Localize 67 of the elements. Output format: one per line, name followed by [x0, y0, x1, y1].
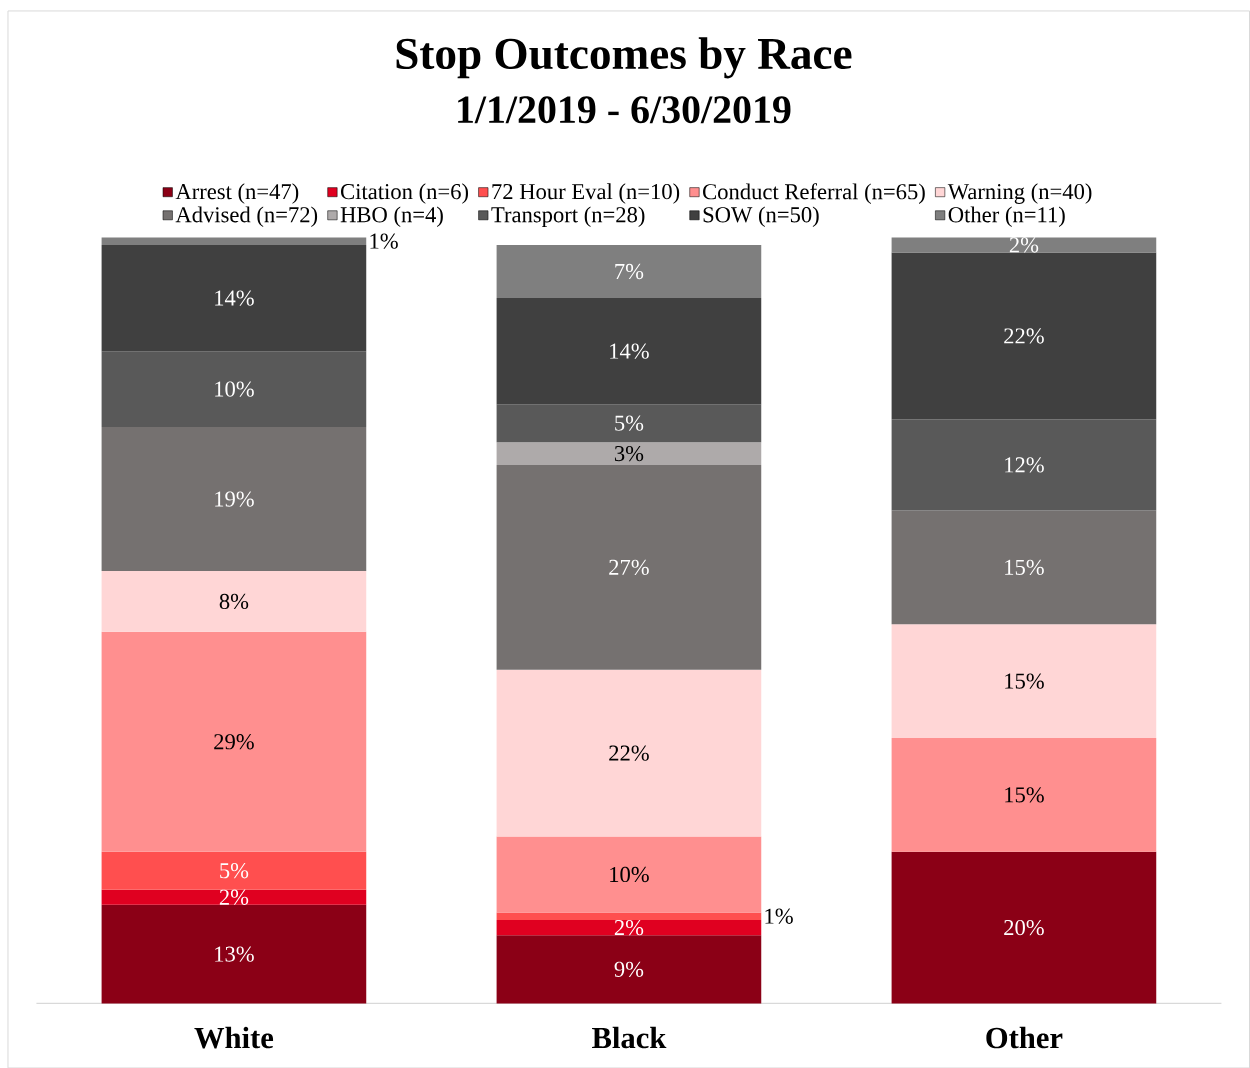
bar	[101, 889, 367, 905]
bar	[101, 570, 367, 632]
bar	[891, 419, 1157, 511]
data-label: 29%	[214, 733, 254, 750]
legend-label: Advised (n=72)	[175, 206, 318, 227]
data-label: 22%	[609, 745, 649, 761]
bar	[891, 510, 1157, 624]
data-label: 8%	[219, 593, 249, 609]
bar	[101, 851, 367, 890]
data-label: 27%	[609, 559, 649, 575]
bar	[496, 934, 762, 1004]
legend-label: 72 Hour Eval (n=10)	[492, 183, 680, 204]
legend-label: Other (n=11)	[948, 206, 1065, 227]
bar	[496, 244, 762, 298]
legend-label: Conduct Referral (n=65)	[703, 183, 925, 204]
x-tick-label: Other	[986, 1026, 1063, 1049]
data-label: 2%	[1009, 237, 1039, 253]
data-label: 1%	[370, 233, 398, 249]
legend-label: SOW (n=50)	[703, 206, 819, 227]
data-label: 3%	[614, 445, 644, 461]
bar	[496, 464, 762, 670]
data-label: 10%	[610, 866, 649, 882]
bar	[101, 904, 367, 1004]
data-label: 15%	[1005, 559, 1044, 575]
data-label: 2%	[219, 889, 249, 905]
bar	[101, 350, 367, 427]
bar	[101, 244, 367, 351]
data-label: 14%	[215, 290, 254, 306]
legend-label: HBO (n=4)	[340, 206, 443, 227]
data-label: 13%	[215, 946, 254, 962]
bar	[496, 669, 762, 837]
x-tick-label: White	[194, 1026, 274, 1049]
chart-title: Stop Outcomes by Race	[396, 37, 852, 79]
bar	[496, 919, 762, 935]
bar	[496, 297, 762, 405]
data-label: 10%	[215, 381, 254, 397]
data-label: 2%	[614, 919, 644, 936]
bar	[496, 404, 762, 442]
legend-label: Warning (n=40)	[947, 183, 1092, 204]
data-label: 15%	[1005, 673, 1044, 689]
bar	[496, 441, 762, 465]
data-label: 5%	[615, 415, 644, 431]
legend-label: Transport (n=28)	[491, 206, 645, 227]
bar	[891, 252, 1157, 420]
bar	[891, 237, 1157, 253]
bar	[101, 631, 367, 852]
data-label: 1%	[765, 908, 793, 924]
legend-label: Arrest (n=47)	[175, 183, 299, 204]
data-label: 14%	[610, 343, 649, 359]
x-tick-label: Black	[592, 1026, 667, 1049]
data-label: 9%	[614, 961, 644, 977]
data-label: 12%	[1005, 457, 1044, 473]
bar	[496, 912, 762, 920]
bar	[101, 237, 367, 245]
data-label: 7%	[615, 263, 644, 279]
chart-subtitle: 1/1/2019 - 6/30/2019	[458, 96, 791, 123]
bar	[496, 836, 762, 913]
bar	[891, 737, 1157, 852]
legend-label: Citation (n=6)	[341, 183, 469, 204]
data-label: 15%	[1005, 786, 1044, 803]
data-label: 5%	[220, 862, 249, 879]
data-label: 20%	[1004, 919, 1044, 936]
bar	[891, 623, 1157, 738]
data-label: 19%	[215, 491, 254, 507]
bar	[891, 851, 1157, 1004]
bar	[101, 426, 367, 571]
data-label: 22%	[1004, 328, 1044, 344]
